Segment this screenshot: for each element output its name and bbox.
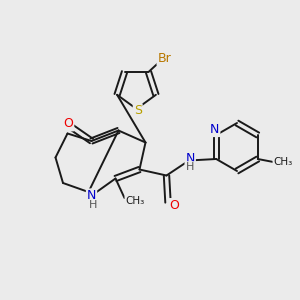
Text: CH₃: CH₃ [273, 157, 292, 167]
Text: O: O [170, 199, 179, 212]
Text: N: N [210, 123, 219, 136]
Text: N: N [87, 189, 96, 203]
Text: N: N [185, 152, 195, 165]
Text: S: S [134, 104, 142, 117]
Text: CH₃: CH₃ [125, 196, 145, 206]
Text: Br: Br [158, 52, 171, 65]
Text: H: H [186, 162, 194, 172]
Text: H: H [89, 200, 97, 210]
Text: O: O [64, 117, 73, 130]
